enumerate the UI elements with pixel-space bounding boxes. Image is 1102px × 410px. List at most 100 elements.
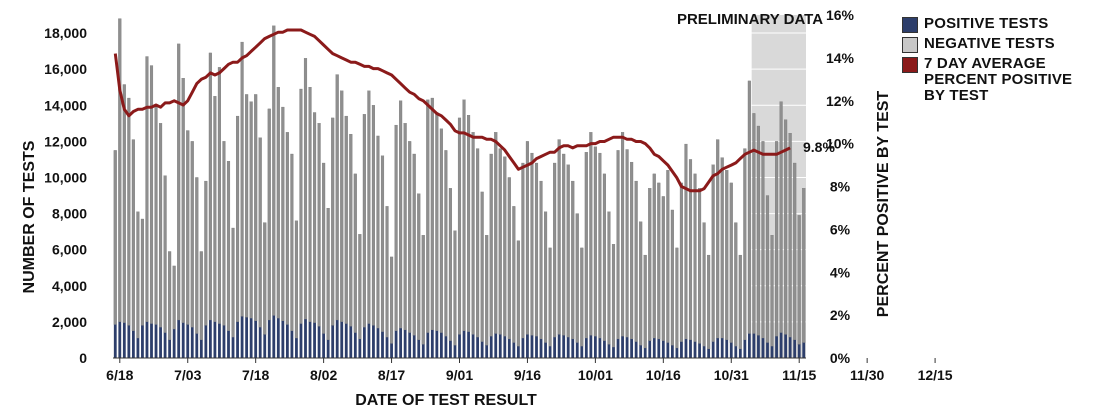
bar-positive [295,338,298,358]
bar-negative [208,52,212,321]
bar-negative [498,148,502,335]
bar-negative [149,65,154,324]
bar-negative [249,101,253,319]
y-tick-label: 18,000 [44,25,87,41]
bar-negative [430,97,434,331]
bar-positive [480,341,484,358]
bar-negative [793,162,797,341]
bar-positive [485,345,489,358]
bar-positive [227,330,230,358]
bar-negative [639,221,643,346]
bar-negative [512,206,516,343]
x-tick-label: 8/17 [378,367,405,383]
bar-positive [317,326,321,358]
bar-positive [603,340,606,358]
bar-negative [775,141,779,337]
x-axis-label: DATE OF TEST RESULT [355,392,537,409]
bar-negative [145,56,149,323]
bar-positive [498,334,502,358]
bar-negative [439,128,443,333]
bar-positive [607,344,611,358]
bar-negative [303,58,308,320]
bar-negative [240,41,244,317]
bar-negative [172,265,176,330]
bar-negative [408,141,412,333]
bar-positive [186,324,190,358]
bar-negative [376,135,380,329]
bar-positive [141,325,144,358]
bar-positive [218,323,221,358]
legend-swatch-average [902,57,918,73]
bar-negative [607,211,611,345]
bar-positive [421,344,425,358]
bar-negative [159,123,163,328]
bar-negative [485,235,489,346]
bar-positive [725,339,729,358]
bar-positive [621,336,624,358]
bar-negative [643,254,647,349]
bar-positive [181,322,185,358]
bar-positive [335,320,339,358]
bar-negative [313,112,317,323]
bar-negative [113,150,117,325]
bar-positive [512,342,516,358]
bar-positive [222,325,226,358]
bar-positive [666,342,670,358]
bar-positive [530,335,534,358]
bar-positive [430,330,434,358]
bar-negative [657,182,661,340]
bar-positive [634,341,638,358]
bar-positive [643,348,647,358]
bar-positive [154,324,158,358]
bar-negative [625,149,629,338]
bar-negative [571,180,575,340]
bar-negative [163,175,167,333]
bar-positive [372,325,375,358]
y-tick-label: 6,000 [52,242,87,258]
bar-positive [313,322,316,358]
y2-tick-label: 0% [830,350,851,366]
bar-positive [281,320,285,358]
axes: 0 2,000 4,000 6,000 8,000 10,000 12,000 14,000 1… [44,7,953,383]
legend-label-positive: POSITIVE TESTS [924,15,1049,32]
bar-positive [544,342,547,358]
bar-negative [666,170,670,343]
bar-positive [657,339,661,358]
bar-negative [467,115,471,332]
bar-positive [190,327,194,358]
bar-positive [399,328,403,358]
bar-negative [136,211,140,339]
bar-positive [358,339,362,358]
y2-tick-label: 16% [826,7,855,23]
bar-positive [779,332,783,358]
bar-negative [263,222,267,335]
bar-positive [521,338,525,358]
bar-positive [231,337,235,358]
y2-axis-label: PERCENT POSITIVE BY TEST [875,91,892,318]
bar-positive [394,330,398,358]
y-tick-label: 12,000 [44,133,87,149]
x-tick-label: 11/15 [782,367,816,383]
bar-positive [240,316,244,358]
bar-negative [213,96,217,323]
bar-positive [412,335,416,358]
bar-positive [639,345,643,358]
bar-positive [711,341,715,358]
bar-negative [258,137,262,328]
bar-positive [526,334,529,358]
bar-positive [775,336,778,358]
y2-tick-label: 4% [830,264,851,280]
bar-positive [168,339,172,358]
bar-negative [122,84,126,323]
bar-positive [652,338,656,358]
bar-negative [544,211,548,343]
bar-positive [276,318,280,358]
average-line [113,28,791,193]
bar-positive [471,334,475,358]
bar-positive [553,337,557,358]
bar-positive [353,332,357,358]
bar-positive [417,339,421,358]
bar-negative [634,180,638,342]
bar-negative [557,139,561,335]
bar-positive [580,346,584,358]
